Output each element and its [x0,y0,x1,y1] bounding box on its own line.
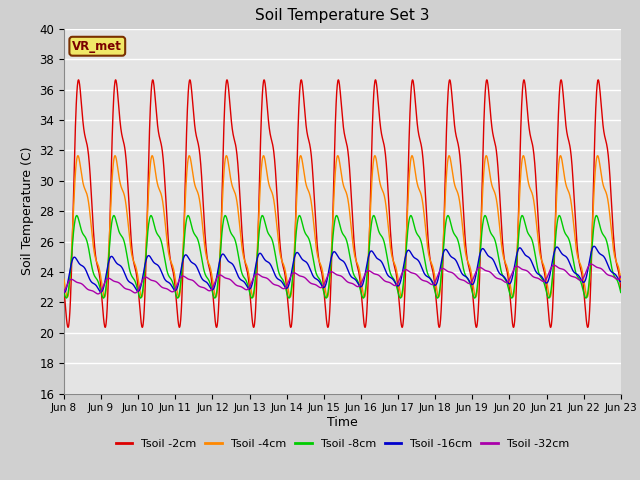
Text: VR_met: VR_met [72,40,122,53]
X-axis label: Time: Time [327,416,358,429]
Title: Soil Temperature Set 3: Soil Temperature Set 3 [255,9,429,24]
Legend: Tsoil -2cm, Tsoil -4cm, Tsoil -8cm, Tsoil -16cm, Tsoil -32cm: Tsoil -2cm, Tsoil -4cm, Tsoil -8cm, Tsoi… [111,435,573,454]
Y-axis label: Soil Temperature (C): Soil Temperature (C) [20,147,34,276]
